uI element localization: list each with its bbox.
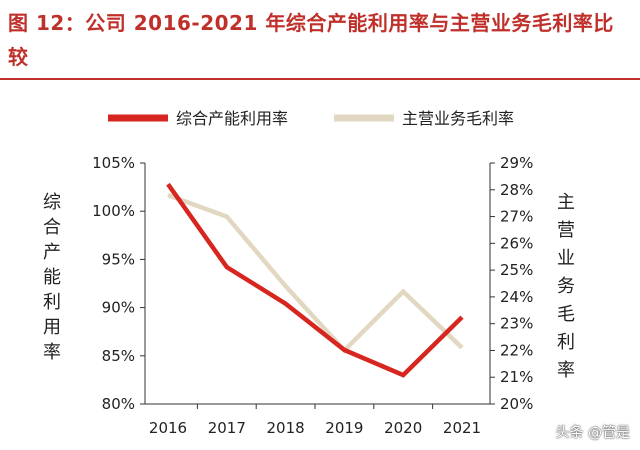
left-tick-label: 85% (102, 347, 135, 365)
legend: 综合产能利用率 主营业务毛利率 (108, 109, 514, 128)
left-tick-label: 100% (92, 202, 135, 220)
left-tick-label: 105% (92, 154, 135, 172)
chart-title: 图 12：公司 2016-2021 年综合产能利用率与主营业务毛利率比较 (8, 11, 614, 69)
series-line-capacity-utilization (166, 182, 464, 378)
x-tick-label: 2018 (267, 419, 305, 437)
right-tick-label: 25% (500, 261, 533, 279)
legend-label: 主营业务毛利率 (402, 109, 514, 128)
series-lines (166, 182, 464, 378)
x-tick-label: 2021 (443, 419, 481, 437)
x-tick-label: 2017 (208, 419, 246, 437)
legend-label: 综合产能利用率 (176, 109, 288, 128)
left-axis-label: 综合产能利用率 (43, 192, 61, 363)
left-tick-label: 80% (102, 395, 135, 413)
series-line-gross-margin (167, 192, 464, 354)
right-axis-title: 主营业务毛利率 (557, 192, 575, 381)
x-tick-label: 2020 (384, 419, 422, 437)
right-tick-label: 28% (500, 181, 533, 199)
right-tick-label: 24% (500, 288, 533, 306)
axes (144, 163, 491, 405)
right-tick-label: 23% (500, 315, 533, 333)
title-divider (0, 78, 640, 80)
left-axis-title: 综合产能利用率 (43, 192, 61, 363)
right-tick-label: 22% (500, 341, 533, 359)
right-tick-label: 20% (500, 395, 533, 413)
right-tick-label: 26% (500, 234, 533, 252)
x-tick-label: 2019 (325, 419, 363, 437)
watermark: 头条 @管是 (555, 425, 630, 441)
ticks: 80% 85% 90% 95% 100% 105% 20% 21% 22% 23% 24% 25% 26… (92, 154, 533, 437)
right-tick-label: 21% (500, 368, 533, 386)
left-tick-label: 90% (102, 299, 135, 317)
right-tick-label: 29% (500, 154, 533, 172)
right-axis-label: 主营业务毛利率 (557, 192, 575, 381)
right-tick-label: 27% (500, 208, 533, 226)
left-tick-label: 95% (102, 250, 135, 268)
x-tick-label: 2016 (149, 419, 187, 437)
